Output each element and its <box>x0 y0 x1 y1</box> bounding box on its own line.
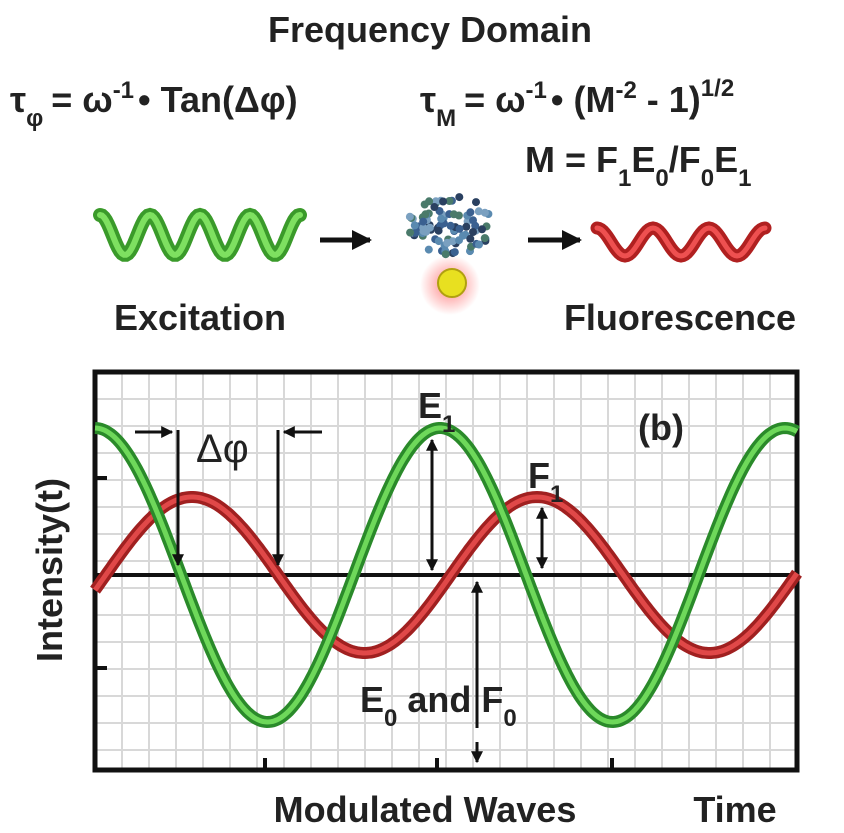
superscript: -2 <box>615 77 636 104</box>
text: • (M <box>551 79 616 120</box>
panel-label: (b) <box>638 407 684 448</box>
excitation-curve-highlight <box>94 425 799 725</box>
subscript: 1 <box>550 481 563 508</box>
atom <box>475 240 483 249</box>
y-axis-label: Intensity(t) <box>29 478 70 662</box>
fluorescence-label: Fluorescence <box>564 297 796 338</box>
atom <box>466 234 475 243</box>
text: • Tan(Δφ) <box>138 79 298 120</box>
atom <box>437 214 446 223</box>
atom <box>472 198 480 207</box>
plot-frame <box>92 369 800 773</box>
text: and F <box>407 679 503 720</box>
superscript: -1 <box>113 77 134 104</box>
subscript: φ <box>26 105 43 132</box>
atom <box>455 224 464 233</box>
atom <box>434 226 443 235</box>
atom <box>441 250 450 259</box>
f1-label: F1 <box>528 455 563 508</box>
superscript: -1 <box>526 77 547 104</box>
text: F <box>528 455 550 496</box>
atom <box>439 197 448 206</box>
text: E <box>714 139 738 180</box>
symbol: τ <box>420 79 436 120</box>
atom <box>424 245 433 254</box>
atom <box>480 234 489 243</box>
excitation-wave-highlight <box>97 211 303 258</box>
atom <box>422 227 430 236</box>
subscript: 0 <box>655 165 668 192</box>
excitation-label: Excitation <box>114 297 286 338</box>
atom <box>421 210 430 219</box>
atom <box>446 221 455 230</box>
atom <box>474 207 483 216</box>
atom <box>443 238 452 247</box>
text: = ω <box>51 79 112 120</box>
molecule <box>405 193 493 315</box>
atom <box>434 237 443 246</box>
subscript: 1 <box>738 165 751 192</box>
baseline-label: E0 and F0 <box>360 679 517 732</box>
atom <box>445 197 454 205</box>
text: = ω <box>464 79 525 120</box>
plot <box>90 369 802 773</box>
atom <box>450 248 459 257</box>
atom <box>471 221 480 230</box>
text: E <box>360 679 384 720</box>
subscript: 1 <box>442 411 455 438</box>
e1-label: E1 <box>418 385 455 438</box>
x-axis-unit: Time <box>693 789 776 830</box>
subscript: M <box>436 105 456 132</box>
formula-mod: τM = ω-1 • (M-2 - 1)1/2 <box>420 75 734 132</box>
phase-shift-label: Δφ <box>196 427 249 471</box>
atom <box>406 228 415 237</box>
atom <box>466 208 475 217</box>
atom <box>462 222 471 231</box>
text: E <box>418 385 442 426</box>
formula-m: M = F1E0/F0E1 <box>525 139 751 192</box>
atom <box>469 228 477 236</box>
subscript: 0 <box>701 165 714 192</box>
text: E <box>631 139 655 180</box>
atom <box>419 217 428 226</box>
subscript: 1 <box>618 165 631 192</box>
atom <box>455 236 463 245</box>
x-axis-label: Modulated Waves <box>274 789 577 830</box>
text: /F <box>669 139 701 180</box>
title: Frequency Domain <box>268 9 592 50</box>
atom <box>449 210 458 219</box>
subscript: 0 <box>503 705 516 732</box>
fluorescence-wave-highlight <box>594 225 768 259</box>
fluorescence-wave <box>590 221 772 263</box>
atom <box>420 200 429 209</box>
atom <box>478 225 486 234</box>
formula-phase: τφ = ω-1 • Tan(Δφ) <box>10 77 298 132</box>
atom <box>455 193 464 202</box>
atom <box>410 221 419 230</box>
superscript: 1/2 <box>701 75 734 102</box>
text: M = F <box>525 139 618 180</box>
text: - 1) <box>647 79 701 120</box>
atom <box>480 208 489 217</box>
subscript: 0 <box>384 705 397 732</box>
illustration <box>93 207 772 263</box>
atom <box>405 212 414 221</box>
fluorescence-curve-highlight <box>92 494 800 656</box>
atom <box>430 203 439 211</box>
symbol: τ <box>10 79 26 120</box>
